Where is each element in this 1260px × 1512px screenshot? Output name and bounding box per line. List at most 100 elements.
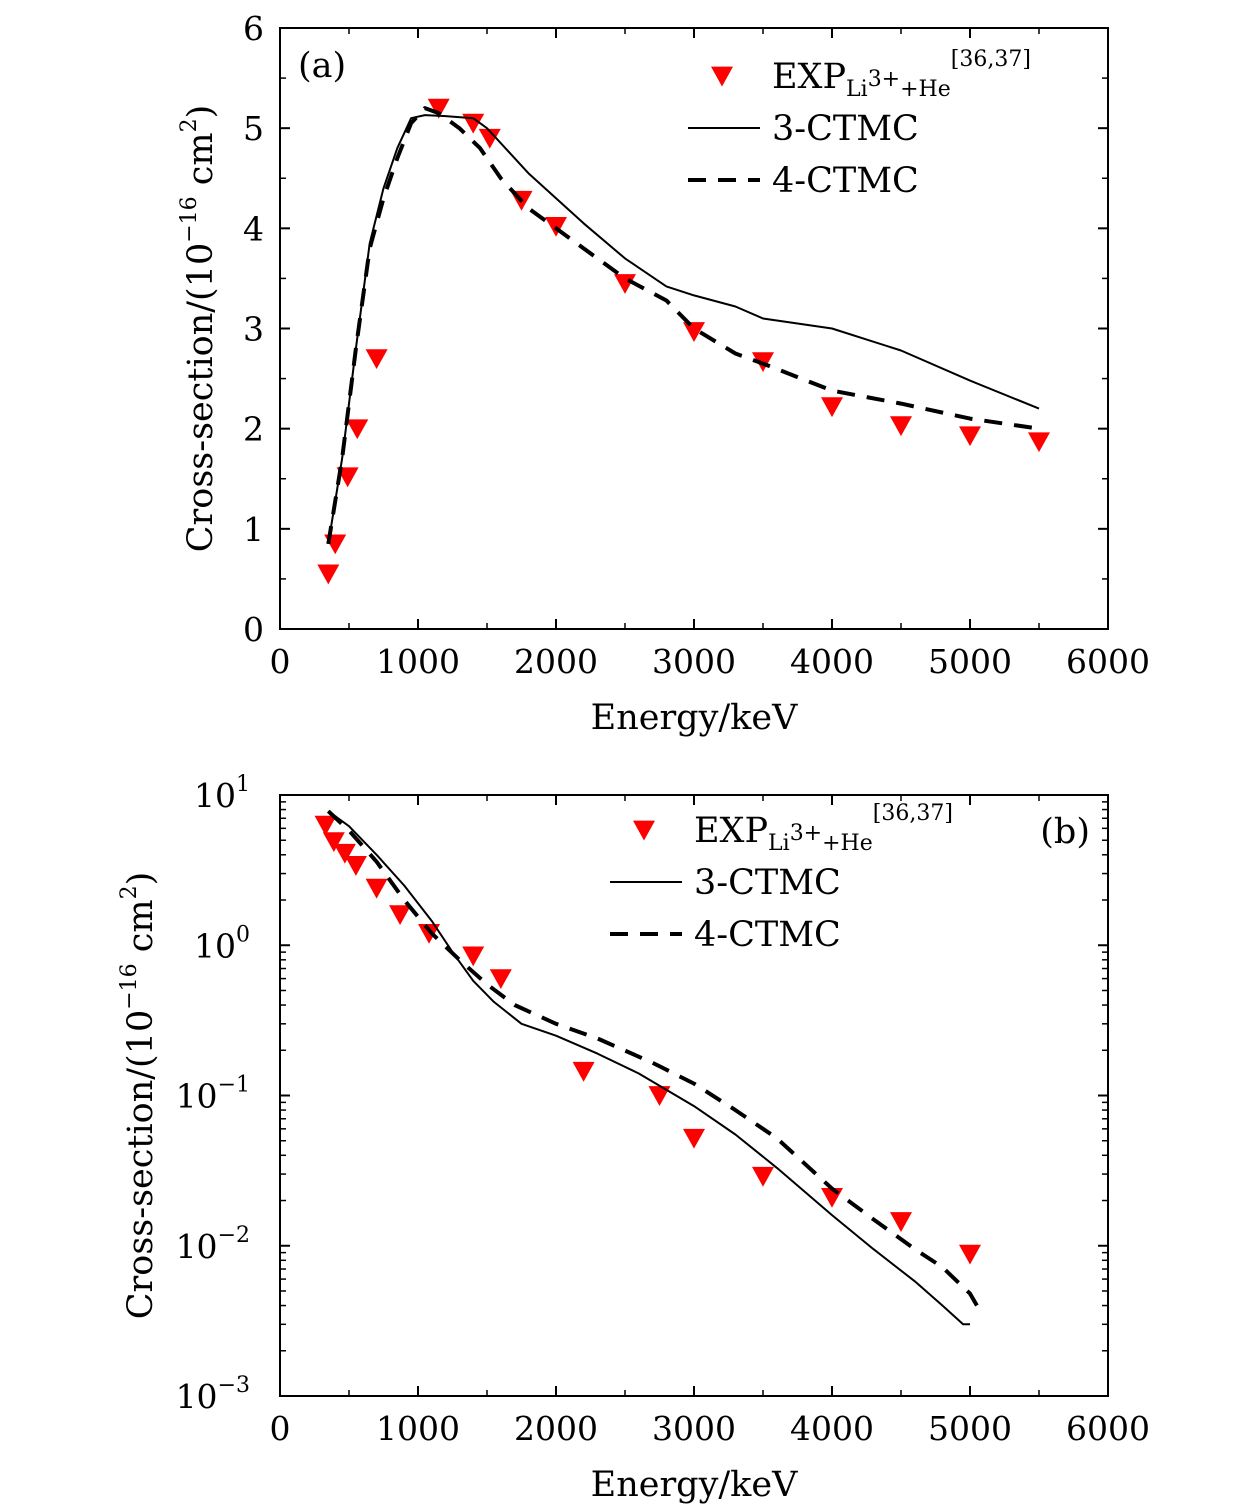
exp-marker	[890, 416, 912, 437]
x-tick-label: 1000	[376, 642, 460, 681]
legend-exp-ref: [36,37]	[951, 47, 1031, 72]
x-tick-label: 4000	[790, 1409, 874, 1448]
y-tick-label: 10−2	[176, 1223, 250, 1266]
y-tick-label: 10−3	[176, 1373, 250, 1416]
legend-exp-sub: Li	[768, 831, 790, 856]
y-axis-label-unit: cm	[121, 899, 161, 963]
exp-marker	[314, 815, 337, 836]
x-tick-label: 0	[270, 642, 291, 681]
y-axis-label-exponent: −16	[177, 196, 202, 242]
exp-marker	[959, 426, 981, 447]
exp-marker	[683, 322, 705, 342]
exp-marker	[418, 924, 441, 944]
exp-marker	[959, 1244, 981, 1265]
exp-marker	[336, 467, 359, 488]
exp-marker	[478, 128, 501, 149]
legend-exp-main: EXP	[694, 811, 768, 851]
legend-exp-sub-target: +He	[822, 831, 873, 856]
legend-3ctmc-label: 3-CTMC	[772, 109, 919, 149]
exp-marker	[489, 969, 512, 990]
exp-marker	[821, 397, 843, 418]
x-tick-label: 6000	[1066, 642, 1150, 681]
exp-marker	[317, 564, 340, 585]
y-axis-label-exponent: −16	[117, 963, 142, 1009]
legend-exp-label: EXPLi3++He[36,37]	[694, 801, 953, 856]
legend-exp-marker	[633, 820, 655, 841]
y-tick-base: 10	[194, 926, 236, 965]
x-tick-label: 3000	[652, 1409, 736, 1448]
y-tick-label: 10−1	[176, 1073, 250, 1116]
y-tick-label: 4	[243, 209, 264, 248]
series-line-3ctmc	[327, 810, 970, 1326]
y-axis-label-unit-exponent: 2	[117, 885, 142, 899]
legend-exp-marker	[711, 66, 733, 87]
x-axis-label: Energy/keV	[591, 698, 798, 738]
y-tick-exponent: −3	[218, 1373, 250, 1398]
series-line-3ctmc	[327, 114, 1040, 545]
y-tick-base: 10	[176, 1077, 218, 1116]
y-tick-exponent: −1	[218, 1073, 250, 1098]
exp-marker	[572, 1061, 595, 1082]
y-tick-label: 101	[194, 772, 250, 815]
legend-4ctmc-label: 4-CTMC	[772, 161, 919, 201]
x-tick-label: 5000	[928, 642, 1012, 681]
y-axis-label: Cross-section/(10−16 cm2)	[117, 872, 161, 1319]
exp-marker	[365, 349, 388, 369]
legend-exp-main: EXP	[772, 57, 846, 97]
x-tick-label: 1000	[376, 1409, 460, 1448]
y-tick-base: 10	[176, 1377, 218, 1416]
legend-exp-ref: [36,37]	[873, 801, 953, 826]
exp-marker	[427, 98, 450, 119]
exp-marker	[683, 1128, 705, 1149]
panel-label: (b)	[1040, 812, 1090, 852]
x-tick-label: 3000	[652, 642, 736, 681]
panel-a: 0 1000 2000 3000 4000 5000 6000 0 1 2 3 4 5 6 Energy/k…	[177, 9, 1150, 738]
y-tick-label: 2	[243, 410, 264, 449]
legend-exp-sub-charge: 3+	[790, 821, 822, 846]
exp-marker	[322, 832, 345, 852]
exp-marker	[389, 905, 412, 926]
y-tick-exponent: 1	[236, 772, 250, 797]
y-tick-label: 1	[243, 510, 264, 549]
legend-exp-sub-charge: 3+	[868, 67, 900, 92]
exp-marker	[365, 878, 388, 899]
exp-marker	[462, 946, 485, 967]
y-axis-label-unit-exponent: 2	[177, 118, 202, 132]
exp-marker	[1028, 432, 1050, 453]
y-axis-label-unit: cm	[181, 132, 221, 196]
panel-b: 0 1000 2000 3000 4000 5000 600010−310−210−1100…	[117, 772, 1150, 1505]
legend-3ctmc-label: 3-CTMC	[694, 863, 841, 903]
legend-exp-sub-target: +He	[900, 77, 951, 102]
series-line-4ctmc	[326, 809, 979, 1307]
y-axis-label-text: Cross-section/(10	[181, 243, 221, 552]
y-tick-label: 3	[243, 310, 264, 349]
y-tick-base: 10	[194, 776, 236, 815]
x-tick-label: 6000	[1066, 1409, 1150, 1448]
legend-exp-sub: Li	[846, 77, 868, 102]
y-tick-exponent: −2	[218, 1223, 250, 1248]
exp-marker	[346, 419, 369, 440]
x-tick-label: 0	[270, 1409, 291, 1448]
y-axis-label-text: Cross-section/(10	[121, 1010, 161, 1319]
x-tick-label: 5000	[928, 1409, 1012, 1448]
y-tick-label: 5	[243, 109, 264, 148]
y-tick-exponent: 0	[236, 922, 250, 947]
exp-marker	[648, 1086, 671, 1106]
series-line-4ctmc	[326, 106, 1040, 545]
x-tick-label: 4000	[790, 642, 874, 681]
panel-label: (a)	[298, 46, 346, 86]
x-tick-label: 2000	[514, 642, 598, 681]
exp-marker	[614, 274, 636, 294]
y-axis-label-close: )	[121, 872, 161, 886]
legend-exp-label: EXPLi3++He[36,37]	[772, 47, 1031, 102]
x-tick-label: 2000	[514, 1409, 598, 1448]
y-axis-label-close: )	[181, 105, 221, 119]
y-axis-label: Cross-section/(10−16 cm2)	[177, 105, 221, 552]
x-axis-label: Energy/keV	[591, 1465, 798, 1505]
exp-marker	[333, 843, 356, 864]
y-tick-base: 10	[176, 1227, 218, 1266]
y-tick-label: 6	[243, 9, 264, 48]
y-tick-label: 0	[243, 610, 264, 649]
exp-marker	[344, 856, 367, 876]
